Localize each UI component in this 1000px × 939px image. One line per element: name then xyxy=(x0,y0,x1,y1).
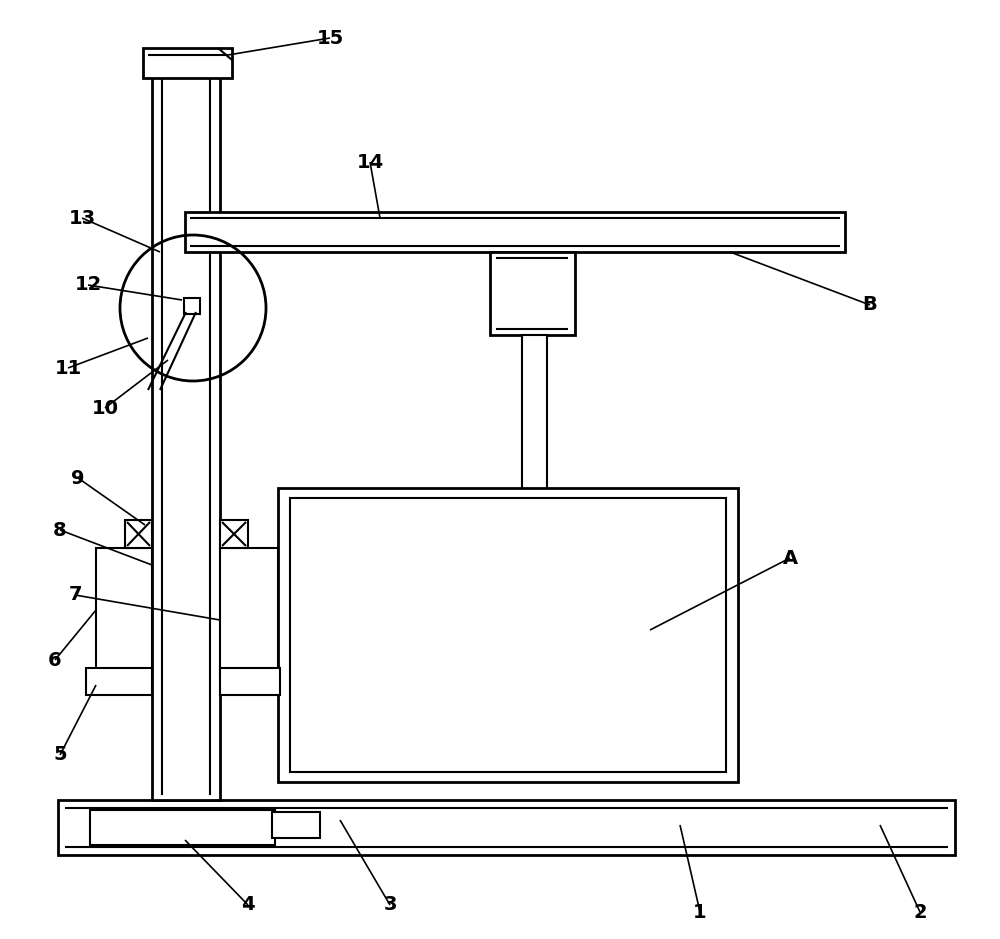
Bar xyxy=(90,810,275,845)
Text: B: B xyxy=(863,296,877,315)
Bar xyxy=(86,668,152,695)
Text: 8: 8 xyxy=(53,520,67,540)
Bar xyxy=(220,548,278,675)
Text: A: A xyxy=(782,548,798,567)
Text: 12: 12 xyxy=(74,275,102,295)
Bar xyxy=(143,48,232,78)
Text: 2: 2 xyxy=(913,902,927,921)
Text: 3: 3 xyxy=(383,896,397,915)
Bar xyxy=(184,298,200,314)
Bar xyxy=(152,55,220,800)
Text: 15: 15 xyxy=(316,28,344,48)
Bar xyxy=(58,800,955,855)
Text: 9: 9 xyxy=(71,469,85,487)
Bar xyxy=(220,520,248,548)
Bar xyxy=(220,668,280,695)
Text: 14: 14 xyxy=(356,152,384,172)
Text: 5: 5 xyxy=(53,746,67,764)
Text: 13: 13 xyxy=(68,208,96,227)
Text: 4: 4 xyxy=(241,896,255,915)
Bar xyxy=(522,335,547,660)
Bar xyxy=(272,812,320,838)
Bar xyxy=(290,498,726,772)
Text: 6: 6 xyxy=(48,651,62,670)
Text: 10: 10 xyxy=(92,398,119,418)
Bar xyxy=(278,488,738,782)
Text: 7: 7 xyxy=(68,586,82,605)
Bar xyxy=(490,252,575,335)
Text: 11: 11 xyxy=(54,359,82,377)
Text: 1: 1 xyxy=(693,902,707,921)
Bar xyxy=(185,212,845,252)
Bar xyxy=(96,548,152,675)
Bar xyxy=(125,520,152,548)
